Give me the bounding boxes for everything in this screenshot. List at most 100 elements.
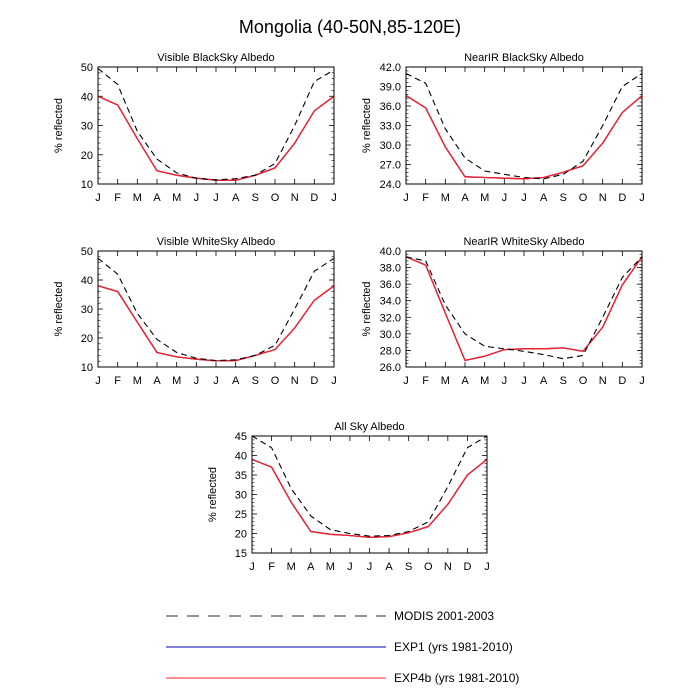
y-tick-label: 15	[235, 548, 247, 560]
y-axis-label: % reflected	[53, 281, 65, 336]
y-tick-label: 38.0	[380, 263, 401, 275]
plot-frame	[405, 250, 643, 368]
x-tick-label: J	[194, 375, 200, 387]
y-tick-label: 39.0	[380, 82, 401, 94]
x-tick-label: M	[133, 192, 142, 204]
x-tick-label: F	[422, 375, 429, 387]
x-tick-label: M	[133, 375, 142, 387]
x-tick-label: M	[326, 561, 335, 573]
y-tick-label: 25	[235, 509, 247, 521]
chart-panel-4: NearIR WhiteSky Albedo % reflected 26.0 28.…	[361, 236, 645, 387]
panel-title: All Sky Albedo	[334, 421, 404, 433]
x-tick-label: F	[114, 375, 121, 387]
chart-panel-1: Visible BlackSky Albedo % reflected 10 20 30…	[53, 52, 337, 204]
y-tick-label: 30	[81, 121, 93, 133]
x-tick-label: D	[310, 375, 318, 387]
x-tick-label: J	[95, 192, 101, 204]
legend-label-3: EXP4b (yrs 1981-2010)	[394, 671, 519, 685]
y-tick-label: 50	[81, 62, 93, 74]
x-tick-label: D	[463, 561, 471, 573]
plot-frame	[405, 66, 643, 185]
y-tick-label: 30	[235, 490, 247, 502]
x-tick-label: M	[172, 375, 181, 387]
x-tick-label: J	[367, 561, 373, 573]
x-tick-label: O	[271, 192, 280, 204]
x-tick-label: O	[579, 375, 588, 387]
series-line-exp1	[97, 285, 335, 362]
x-tick-label: F	[422, 192, 429, 204]
y-tick-label: 20	[235, 529, 247, 541]
x-tick-label: J	[331, 192, 337, 204]
series-line-modis	[97, 257, 335, 362]
x-tick-label: S	[560, 375, 567, 387]
y-tick-label: 10	[81, 362, 93, 374]
x-tick-label: J	[403, 192, 409, 204]
legend-label-2: EXP1 (yrs 1981-2010)	[394, 640, 513, 654]
plot-frame	[97, 66, 335, 185]
x-tick-label: N	[444, 561, 452, 573]
x-tick-label: J	[347, 561, 353, 573]
series-line-exp4b	[405, 256, 643, 362]
y-tick-label: 40	[81, 275, 93, 287]
series-line-modis	[251, 435, 488, 537]
x-tick-label: N	[599, 375, 607, 387]
y-tick-label: 32.0	[380, 312, 401, 324]
x-tick-label: A	[232, 192, 240, 204]
x-tick-label: N	[291, 192, 299, 204]
x-tick-label: J	[249, 561, 255, 573]
y-tick-label: 45	[235, 431, 247, 443]
x-tick-label: J	[502, 375, 508, 387]
x-tick-label: A	[461, 192, 469, 204]
x-tick-label: O	[271, 375, 280, 387]
y-tick-label: 20	[81, 150, 93, 162]
panel-title: Visible BlackSky Albedo	[157, 52, 274, 64]
x-tick-label: F	[114, 192, 121, 204]
y-tick-label: 20	[81, 333, 93, 345]
series-line-exp1	[251, 458, 488, 539]
y-tick-label: 26.0	[380, 362, 401, 374]
chart-panel-3: Visible WhiteSky Albedo % reflected 10 20 30…	[53, 236, 337, 387]
series-line-modis	[405, 73, 643, 180]
x-tick-label: M	[441, 192, 450, 204]
y-axis-label: % reflected	[361, 98, 373, 153]
x-tick-label: J	[213, 192, 219, 204]
y-axis-label: % reflected	[53, 98, 65, 153]
x-tick-label: M	[172, 192, 181, 204]
y-tick-label: 24.0	[380, 179, 401, 191]
chart-panel-5: All Sky Albedo % reflected 15 20 25 30 35 40 45 J…	[207, 421, 490, 573]
y-tick-label: 40.0	[380, 246, 401, 258]
x-tick-label: A	[461, 375, 469, 387]
series-line-exp1	[405, 256, 643, 362]
plot-frame	[97, 250, 335, 368]
y-tick-label: 40	[81, 91, 93, 103]
x-tick-label: J	[639, 375, 645, 387]
x-tick-label: F	[268, 561, 275, 573]
x-tick-label: A	[153, 375, 161, 387]
x-tick-label: M	[441, 375, 450, 387]
x-tick-label: N	[599, 192, 607, 204]
y-tick-label: 30	[81, 304, 93, 316]
series-line-modis	[405, 256, 643, 360]
x-tick-label: O	[424, 561, 433, 573]
y-tick-label: 40	[235, 451, 247, 463]
x-tick-label: J	[639, 192, 645, 204]
y-axis-label: % reflected	[207, 467, 219, 522]
legend: MODIS 2001-2003 EXP1 (yrs 1981-2010) EXP4b…	[166, 609, 519, 685]
x-tick-label: J	[194, 192, 200, 204]
x-tick-label: A	[540, 192, 548, 204]
y-tick-label: 36.0	[380, 279, 401, 291]
x-tick-label: S	[252, 375, 259, 387]
x-tick-label: D	[618, 192, 626, 204]
y-tick-label: 42.0	[380, 62, 401, 74]
x-tick-label: M	[480, 192, 489, 204]
x-tick-label: J	[403, 375, 409, 387]
x-tick-label: N	[291, 375, 299, 387]
x-tick-label: J	[484, 561, 490, 573]
panel-title: NearIR WhiteSky Albedo	[463, 236, 584, 248]
series-line-exp1	[405, 95, 643, 180]
x-tick-label: D	[310, 192, 318, 204]
x-tick-label: J	[502, 192, 508, 204]
y-tick-label: 33.0	[380, 121, 401, 133]
x-tick-label: A	[385, 561, 393, 573]
